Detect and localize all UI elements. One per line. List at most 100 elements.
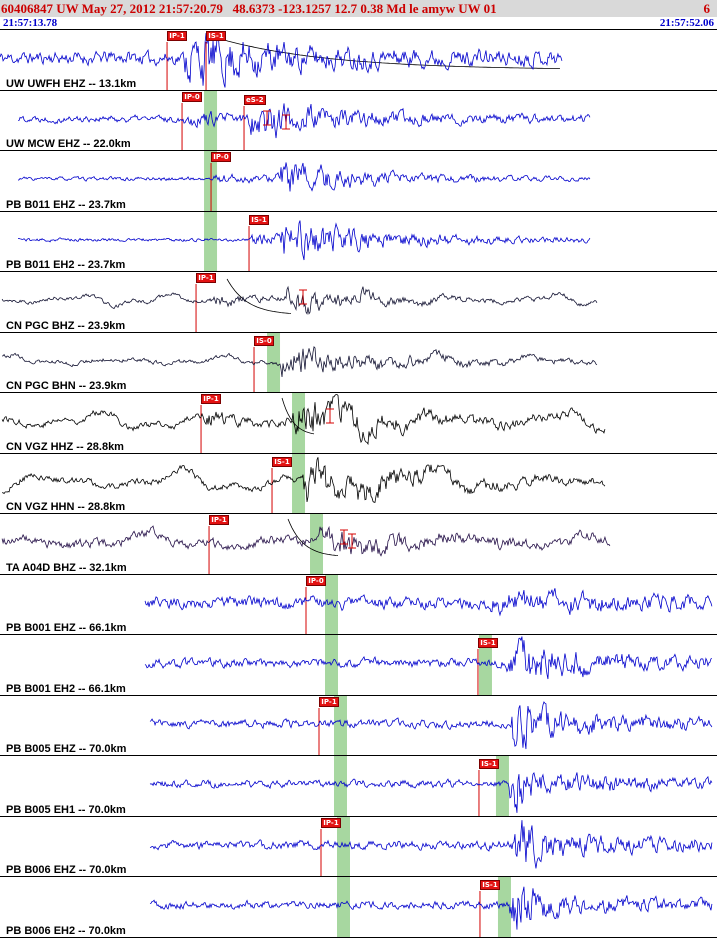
waveform-canvas[interactable]: [0, 453, 717, 515]
waveform-canvas[interactable]: [0, 574, 717, 636]
trace-row-10: IP-0 PB B001 EHZ -- 66.1km: [0, 574, 717, 636]
station-label: PB B011 EHZ -- 23.7km: [6, 198, 126, 211]
pick-flag[interactable]: IS-1: [480, 880, 500, 891]
waveform-trace: [144, 636, 713, 680]
event-info-bar: 60406847 UW May 27, 2012 21:57:20.79 48.…: [0, 0, 717, 17]
waveform-canvas[interactable]: [0, 756, 717, 817]
pick-uncertainty-marker: [263, 110, 272, 126]
trace-row-5: IP-1 CN PGC BHZ -- 23.9km: [0, 272, 717, 333]
pick-flag[interactable]: eS-2: [244, 94, 266, 105]
waveform-trace: [18, 102, 591, 138]
waveform-canvas[interactable]: [0, 514, 717, 575]
time-window-bar: 21:57:13.78 21:57:52.06: [0, 17, 717, 29]
station-label: CN PGC BHN -- 23.9km: [6, 380, 127, 393]
trace-list: IP-1 IS-1 UW UWFH EHZ -- 13.1km IP-0 eS-2 UW …: [0, 30, 717, 938]
predicted-arrival-band: [325, 574, 339, 635]
station-label: PB B001 EHZ -- 66.1km: [6, 622, 127, 635]
trace-row-14: IP-1 PB B006 EHZ -- 70.0km: [0, 816, 717, 878]
waveform-canvas[interactable]: [0, 877, 717, 938]
coda-decay-curve: [287, 519, 339, 557]
waveform-trace: [144, 587, 713, 617]
predicted-arrival-band: [267, 332, 281, 393]
event-header: 60406847 UW May 27, 2012 21:57:20.79 48.…: [0, 0, 717, 30]
predicted-arrival-band: [334, 756, 348, 816]
pick-flag[interactable]: IP-1: [196, 273, 216, 284]
waveform-trace: [149, 772, 713, 814]
pick-flag[interactable]: IP-1: [319, 696, 339, 707]
trace-row-6: IS-0 CN PGC BHN -- 23.9km: [0, 332, 717, 394]
trace-row-15: IS-1 PB B006 EH2 -- 70.0km: [0, 877, 717, 938]
station-label: CN VGZ HHZ -- 28.8km: [6, 440, 124, 453]
waveform-canvas[interactable]: [0, 272, 717, 333]
trace-row-13: IS-1 PB B005 EH1 -- 70.0km: [0, 756, 717, 817]
waveform-canvas[interactable]: [0, 211, 717, 273]
window-end-time: 21:57:52.06: [659, 17, 714, 29]
station-label: TA A04D BHZ -- 32.1km: [6, 561, 127, 574]
predicted-arrival-band: [310, 514, 324, 574]
station-label: PB B005 EHZ -- 70.0km: [6, 743, 127, 756]
waveform-trace: [1, 285, 598, 315]
trace-row-12: IP-1 PB B005 EHZ -- 70.0km: [0, 695, 717, 757]
waveform-canvas[interactable]: [0, 695, 717, 757]
pick-uncertainty-marker: [326, 408, 335, 424]
waveform-canvas[interactable]: [0, 90, 717, 152]
trace-row-7: IP-1 CN VGZ HHZ -- 28.8km: [0, 393, 717, 454]
predicted-arrival-band: [337, 816, 351, 877]
waveform-trace: [2, 456, 606, 503]
waveform-canvas[interactable]: [0, 151, 717, 212]
waveform-canvas[interactable]: [0, 30, 717, 91]
waveform-trace: [1, 525, 611, 557]
waveform-canvas[interactable]: [0, 816, 717, 878]
waveform-trace: [149, 700, 713, 749]
waveform-canvas[interactable]: [0, 635, 717, 696]
waveform-trace: [17, 162, 591, 192]
event-summary: 60406847 UW May 27, 2012 21:57:20.79 48.…: [1, 0, 497, 16]
station-label: CN VGZ HHN -- 28.8km: [6, 501, 126, 514]
predicted-arrival-band: [292, 453, 306, 514]
station-label: UW UWFH EHZ -- 13.1km: [6, 77, 137, 90]
pick-flag[interactable]: IS-1: [478, 638, 498, 649]
trace-row-2: IP-0 eS-2 UW MCW EHZ -- 22.0km: [0, 90, 717, 152]
predicted-arrival-band: [204, 90, 218, 151]
pick-flag[interactable]: IP-0: [182, 91, 202, 102]
waveform-canvas[interactable]: [0, 332, 717, 394]
coda-decay-curve: [226, 278, 292, 315]
station-label: PB B011 EH2 -- 23.7km: [6, 259, 126, 272]
pick-uncertainty-marker: [299, 289, 308, 305]
pick-flag[interactable]: IP-0: [306, 575, 326, 586]
window-start-time: 21:57:13.78: [3, 17, 58, 29]
event-pick-count: 6: [703, 0, 711, 16]
coda-decay-curve: [223, 39, 560, 69]
pick-flag[interactable]: IP-1: [201, 394, 221, 405]
pick-flag[interactable]: IS-1: [479, 759, 499, 770]
waveform-trace: [18, 220, 591, 260]
pick-flag[interactable]: IS-1: [206, 31, 226, 41]
trace-row-8: IS-1 CN VGZ HHN -- 28.8km: [0, 453, 717, 515]
station-label: PB B001 EH2 -- 66.1km: [6, 682, 126, 695]
predicted-arrival-band: [334, 695, 348, 756]
predicted-arrival-band: [495, 756, 509, 816]
pick-flag[interactable]: IP-0: [211, 152, 231, 163]
station-label: PB B006 EHZ -- 70.0km: [6, 864, 127, 877]
pick-flag[interactable]: IS-0: [254, 335, 274, 346]
station-label: CN PGC BHZ -- 23.9km: [6, 319, 126, 332]
station-label: PB B005 EH1 -- 70.0km: [6, 803, 126, 816]
predicted-arrival-band: [325, 635, 339, 695]
pick-flag[interactable]: IS-1: [249, 214, 269, 225]
pick-flag[interactable]: IP-1: [209, 515, 229, 526]
waveform-trace: [149, 820, 713, 869]
waveform-trace: [149, 887, 713, 931]
trace-row-3: IP-0 PB B011 EHZ -- 23.7km: [0, 151, 717, 212]
predicted-arrival-band: [478, 635, 492, 695]
trace-row-9: IP-1 TA A04D BHZ -- 32.1km: [0, 514, 717, 575]
station-label: UW MCW EHZ -- 22.0km: [6, 138, 131, 151]
pick-flag[interactable]: IP-1: [321, 817, 341, 828]
pick-flag[interactable]: IP-1: [167, 31, 187, 41]
pick-uncertainty-marker: [282, 114, 291, 130]
trace-row-11: IS-1 PB B001 EH2 -- 66.1km: [0, 635, 717, 696]
trace-row-1: IP-1 IS-1 UW UWFH EHZ -- 13.1km: [0, 30, 717, 91]
pick-flag[interactable]: IS-1: [272, 456, 292, 467]
waveform-canvas[interactable]: [0, 393, 717, 454]
predicted-arrival-band: [497, 877, 511, 937]
